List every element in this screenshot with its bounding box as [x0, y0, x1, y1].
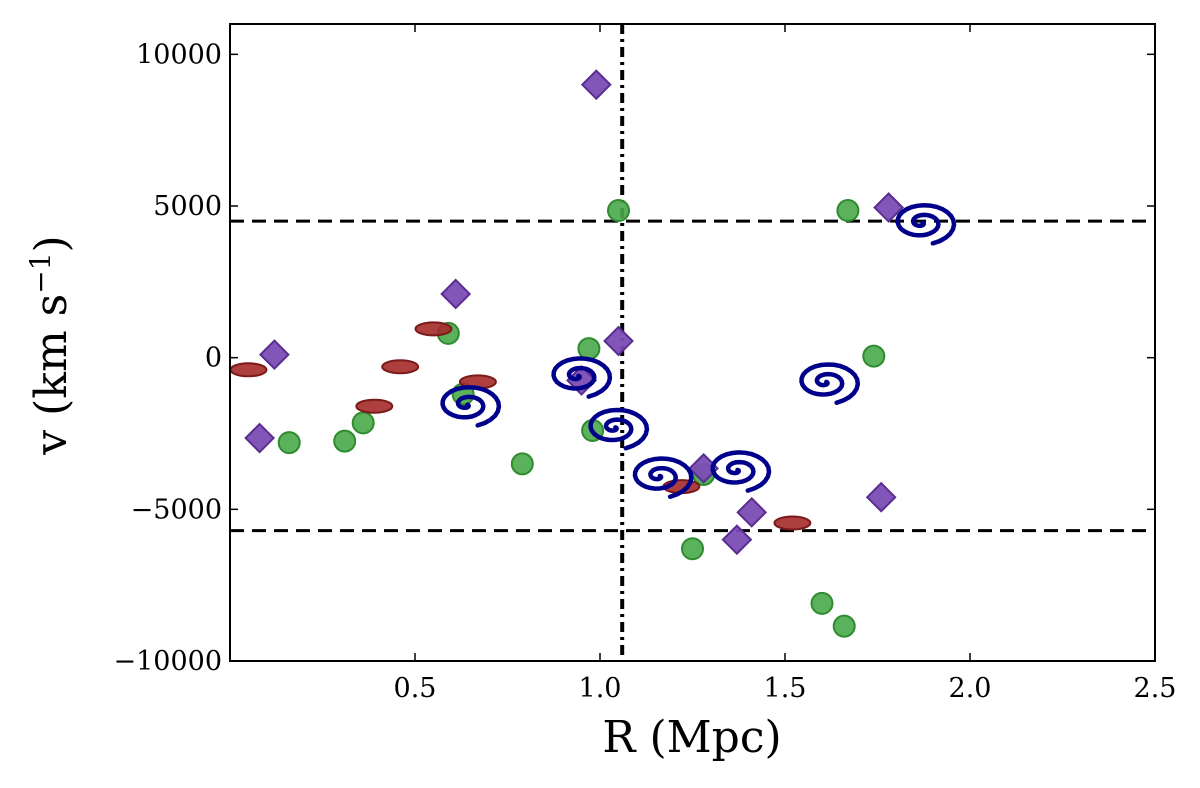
spiral-marker — [799, 362, 861, 405]
y-tick-label: −10000 — [113, 646, 222, 677]
diamond-marker — [865, 481, 897, 513]
x-tick-label: 2.0 — [949, 673, 992, 704]
diamond-marker — [736, 496, 768, 528]
y-tick-label: −5000 — [131, 494, 222, 525]
data-markers — [230, 69, 957, 638]
circle-marker — [607, 199, 630, 223]
diamond-marker — [603, 325, 634, 357]
diamond-marker — [258, 339, 290, 371]
circle-marker — [862, 344, 886, 368]
circle-marker — [832, 614, 856, 638]
diamond-marker — [721, 524, 753, 556]
x-tick-label: 2.5 — [1134, 673, 1177, 704]
spiral-marker — [895, 202, 957, 246]
ellipse-marker — [355, 398, 394, 414]
x-tick-label: 1.0 — [579, 673, 622, 704]
axis-ticks: 0.5 1.0 1.5 2.0 2.5 −10000 −5000 0 5000 10000 — [113, 24, 1176, 704]
spiral-marker — [551, 356, 613, 399]
circle-marker — [333, 429, 357, 453]
ellipse-marker — [773, 515, 812, 531]
ellipse-marker — [381, 359, 420, 375]
x-tick-label: 1.5 — [764, 673, 807, 704]
x-axis-title: R (Mpc) — [602, 712, 781, 763]
diamond-marker — [440, 278, 472, 310]
ellipse-marker — [414, 321, 453, 337]
spiral-marker — [710, 450, 772, 493]
diamond-marker — [580, 69, 612, 101]
plot-frame — [229, 23, 1156, 662]
circle-marker — [351, 411, 375, 435]
x-tick-label: 0.5 — [394, 673, 437, 704]
y-axis-title: v (km s−1) — [24, 235, 77, 455]
y-axis-title-close: ) — [26, 235, 77, 252]
circle-marker — [681, 537, 704, 561]
ellipse-marker — [230, 362, 268, 378]
circle-marker — [836, 199, 860, 223]
y-axis-title-main: v (km s — [26, 294, 77, 456]
y-axis-title-superscript: −1 — [24, 252, 57, 293]
y-tick-label: 10000 — [136, 39, 222, 70]
circle-marker — [510, 452, 534, 476]
diamond-marker — [244, 422, 276, 454]
spiral-marker — [632, 456, 694, 499]
circle-marker — [277, 431, 301, 455]
y-tick-label: 0 — [205, 343, 222, 374]
diamond-marker — [873, 192, 905, 223]
circle-marker — [577, 337, 601, 361]
y-tick-label: 5000 — [153, 191, 222, 222]
spiral-marker — [588, 407, 650, 451]
reference-lines — [230, 24, 1155, 661]
spiral-marker — [440, 384, 502, 428]
circle-marker — [810, 591, 834, 615]
